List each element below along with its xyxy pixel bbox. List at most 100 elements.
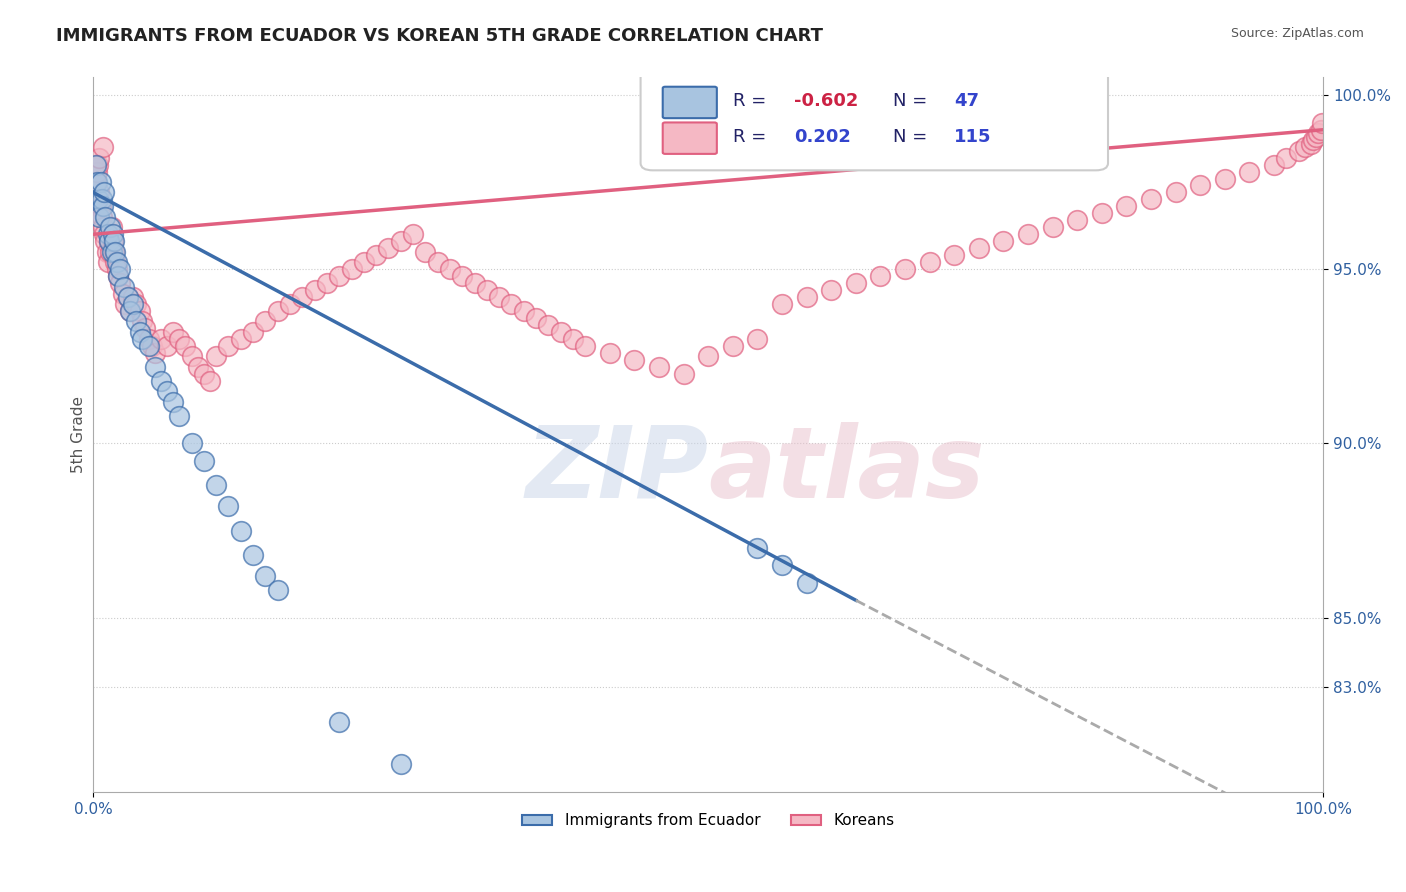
- Point: [796, 575, 818, 590]
- Point: [86, 164, 108, 178]
- Point: [537, 318, 560, 332]
- Point: [143, 359, 166, 374]
- Point: [267, 304, 290, 318]
- Point: [169, 409, 191, 423]
- Point: [1310, 116, 1333, 130]
- Y-axis label: 5th Grade: 5th Grade: [72, 396, 86, 473]
- Point: [672, 367, 695, 381]
- Point: [218, 499, 240, 513]
- Point: [193, 367, 215, 381]
- Point: [242, 325, 264, 339]
- Point: [100, 220, 122, 235]
- Point: [84, 175, 107, 189]
- Point: [121, 297, 143, 311]
- Point: [967, 241, 990, 255]
- Point: [463, 276, 485, 290]
- Point: [89, 151, 111, 165]
- Point: [451, 269, 474, 284]
- Point: [101, 227, 124, 242]
- Point: [83, 158, 105, 172]
- Text: 47: 47: [955, 92, 979, 110]
- Point: [117, 290, 139, 304]
- Point: [623, 352, 645, 367]
- Text: 115: 115: [955, 128, 991, 145]
- Point: [894, 262, 917, 277]
- Point: [550, 325, 572, 339]
- Point: [149, 332, 172, 346]
- Point: [107, 269, 129, 284]
- Point: [402, 227, 425, 242]
- Point: [488, 290, 510, 304]
- Point: [770, 297, 793, 311]
- Point: [205, 478, 228, 492]
- Point: [229, 524, 252, 538]
- Point: [162, 394, 184, 409]
- Point: [218, 339, 240, 353]
- Point: [143, 346, 166, 360]
- Point: [90, 193, 112, 207]
- Point: [94, 234, 117, 248]
- Point: [254, 314, 277, 328]
- Point: [91, 199, 114, 213]
- Point: [198, 374, 221, 388]
- Point: [1042, 220, 1064, 235]
- Point: [1164, 186, 1187, 200]
- Point: [475, 283, 498, 297]
- Point: [138, 332, 160, 346]
- Point: [426, 255, 449, 269]
- Point: [131, 332, 153, 346]
- FancyBboxPatch shape: [662, 87, 717, 118]
- Point: [180, 436, 202, 450]
- Point: [389, 757, 412, 772]
- Point: [561, 332, 583, 346]
- Point: [747, 332, 769, 346]
- Point: [328, 715, 350, 730]
- Point: [89, 210, 111, 224]
- Point: [110, 262, 132, 277]
- Point: [131, 314, 153, 328]
- Point: [91, 220, 114, 235]
- Point: [278, 297, 301, 311]
- Point: [501, 297, 523, 311]
- Point: [1189, 178, 1212, 193]
- Point: [1263, 158, 1285, 172]
- Point: [156, 384, 179, 398]
- Point: [110, 276, 132, 290]
- Point: [599, 346, 621, 360]
- Text: atlas: atlas: [709, 422, 984, 519]
- Point: [103, 234, 125, 248]
- Point: [1091, 206, 1114, 220]
- Point: [114, 297, 136, 311]
- Point: [1302, 133, 1324, 147]
- Point: [205, 349, 228, 363]
- Point: [101, 234, 124, 248]
- Text: R =: R =: [733, 92, 772, 110]
- Point: [648, 359, 671, 374]
- Point: [524, 310, 547, 325]
- Point: [1140, 193, 1163, 207]
- Point: [1288, 144, 1310, 158]
- Text: N =: N =: [893, 92, 932, 110]
- Point: [747, 541, 769, 555]
- Text: Source: ZipAtlas.com: Source: ZipAtlas.com: [1230, 27, 1364, 40]
- Point: [1308, 126, 1330, 140]
- Point: [229, 332, 252, 346]
- Point: [138, 339, 160, 353]
- Point: [316, 276, 339, 290]
- Point: [1309, 122, 1331, 136]
- Point: [721, 339, 744, 353]
- Point: [100, 220, 122, 235]
- Point: [340, 262, 363, 277]
- Point: [91, 140, 114, 154]
- Point: [112, 279, 135, 293]
- Point: [107, 269, 129, 284]
- Point: [90, 175, 112, 189]
- Point: [86, 193, 108, 207]
- Point: [87, 199, 110, 213]
- Point: [111, 286, 134, 301]
- FancyBboxPatch shape: [641, 70, 1108, 170]
- Point: [121, 290, 143, 304]
- Point: [796, 290, 818, 304]
- Point: [125, 297, 148, 311]
- Point: [180, 349, 202, 363]
